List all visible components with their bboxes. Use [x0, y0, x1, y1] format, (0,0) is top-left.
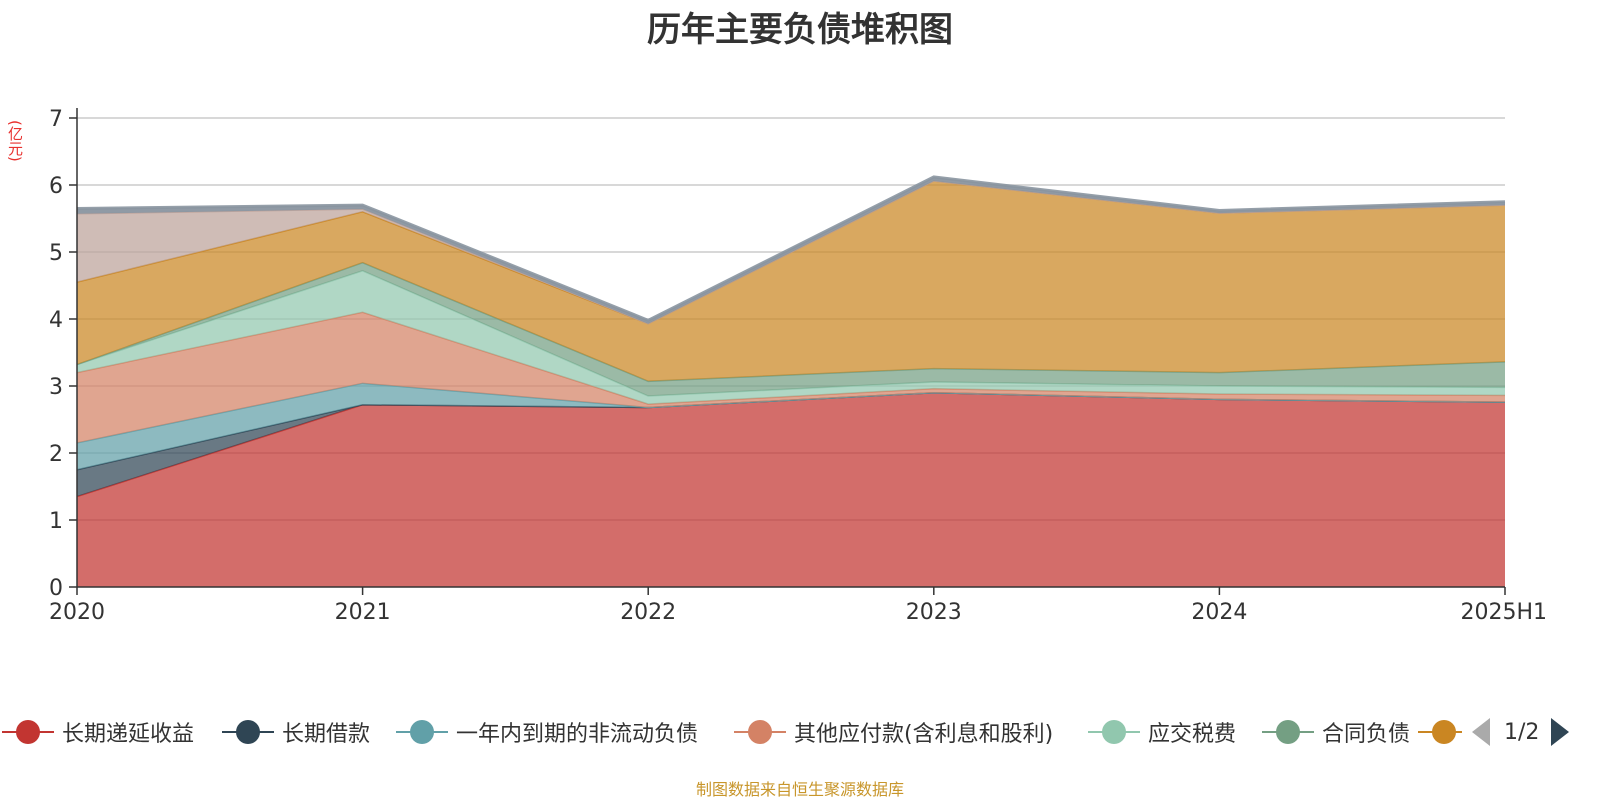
legend-page-indicator: 1/2 — [1504, 719, 1540, 745]
y-tick-label: 0 — [49, 576, 63, 601]
legend-label: 长期递延收益 — [62, 722, 195, 747]
x-tick-label: 2024 — [1191, 600, 1247, 625]
legend-label: 其他应付款(含利息和股利) — [794, 722, 1054, 747]
area-layer — [76, 175, 1506, 587]
area-series-0 — [77, 392, 1505, 587]
legend-prev-arrow-icon[interactable] — [1472, 718, 1490, 746]
y-tick-label: 5 — [49, 241, 63, 266]
legend-next-arrow-icon[interactable] — [1551, 718, 1570, 746]
legend-label: 长期借款 — [282, 722, 371, 747]
chart-canvas: 0 1 2 3 4 5 6 7 2020 2021 2022 2023 2024 2025H1 — [49, 107, 1547, 625]
legend-label: 应交税费 — [1148, 722, 1237, 747]
area-series-3 — [77, 312, 1505, 443]
y-tick-label: 7 — [49, 107, 63, 132]
legend: 长期递延收益 长期借款 一年内到期的非流动负债 其他应付款(含利息和股利) 应交税费 合同… — [0, 712, 1600, 752]
legend-marker-icon — [734, 719, 786, 745]
legend-item[interactable]: 应交税费 — [1088, 712, 1236, 752]
legend-item[interactable]: 一年内到期的非流动负债 — [396, 712, 698, 752]
axis-layer: 0 1 2 3 4 5 6 7 2020 2021 2022 2023 2024 2025H1 — [49, 107, 1547, 625]
x-tick-label: 2022 — [620, 600, 676, 625]
legend-label: 合同负债 — [1322, 722, 1411, 747]
x-tick-label: 2021 — [335, 600, 391, 625]
area-series-6 — [77, 180, 1505, 382]
x-tick-label: 2025H1 — [1460, 600, 1547, 625]
area-series-5 — [77, 262, 1505, 397]
legend-marker-icon — [1262, 719, 1314, 745]
y-tick-label: 1 — [49, 509, 63, 534]
legend-marker-icon — [1088, 719, 1140, 745]
y-tick-label: 2 — [49, 442, 63, 467]
legend-label: 一年内到期的非流动负债 — [456, 722, 699, 747]
area-series-line-7 — [76, 180, 1506, 325]
legend-item[interactable]: 合同负债 — [1262, 712, 1410, 752]
data-source-note: 制图数据来自恒生聚源数据库 — [695, 780, 904, 799]
chart-title: 历年主要负债堆积图 — [647, 10, 953, 50]
y-tick-label: 4 — [49, 308, 63, 333]
legend-item[interactable]: 长期递延收益 — [2, 712, 194, 752]
area-series-4 — [77, 270, 1505, 405]
legend-marker-icon — [2, 719, 54, 745]
y-tick-label: 6 — [49, 174, 63, 199]
legend-marker-icon — [1418, 719, 1470, 745]
x-tick-label: 2023 — [906, 600, 962, 625]
y-axis-unit-label: (亿元) — [6, 120, 24, 162]
legend-marker-icon — [222, 719, 274, 745]
legend-item[interactable] — [1418, 712, 1478, 752]
area-series-2 — [77, 383, 1505, 470]
area-series-line-8 — [76, 175, 1506, 322]
y-tick-label: 3 — [49, 375, 63, 400]
legend-pager: 1/2 — [1462, 712, 1600, 752]
legend-item[interactable]: 其他应付款(含利息和股利) — [734, 712, 1053, 752]
legend-item[interactable]: 长期借款 — [222, 712, 370, 752]
x-tick-label: 2020 — [49, 600, 105, 625]
legend-marker-icon — [396, 719, 448, 745]
